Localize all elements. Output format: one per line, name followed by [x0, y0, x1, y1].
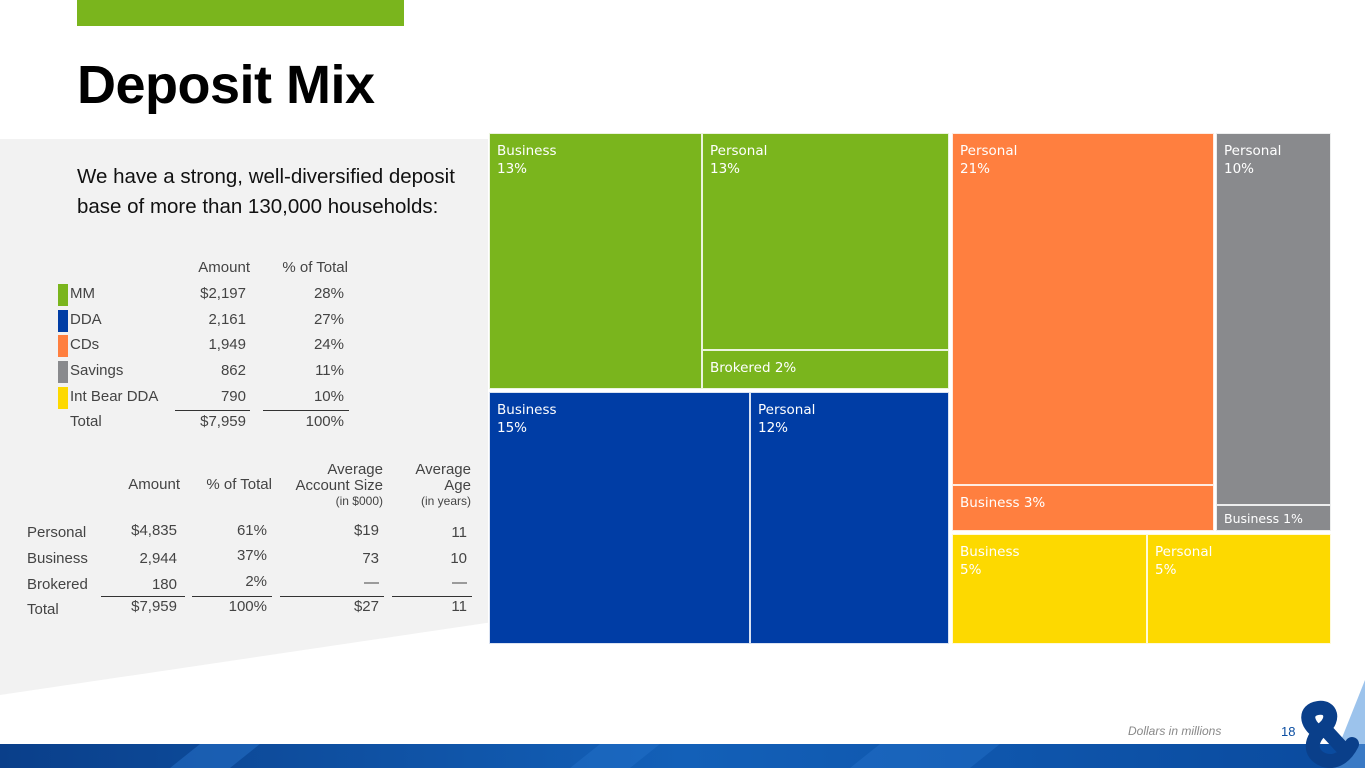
treemap-tile-label: Business 5%	[960, 544, 1020, 578]
total-rule	[392, 596, 472, 597]
product-total-amount: $7,959	[200, 413, 246, 430]
ampersand-logo-icon	[1301, 680, 1365, 768]
segment-label: Personal	[27, 524, 87, 541]
product-label: MM	[70, 285, 95, 302]
segment-total-label: Total	[27, 601, 59, 618]
segment-avg-age: 10	[450, 550, 467, 567]
treemap-tile-label: Personal 21%	[960, 143, 1018, 177]
product-label: DDA	[70, 311, 102, 328]
left-panel-background	[0, 139, 488, 695]
product-total-pct: 100%	[305, 413, 344, 430]
product-amount: $2,197	[200, 285, 246, 302]
page-number: 18	[1281, 724, 1296, 739]
segment-amount: $4,835	[131, 522, 177, 539]
product-pct: 10%	[313, 388, 344, 405]
segment-pct: 37%	[236, 547, 267, 564]
product-table-header-pct: % of Total	[282, 259, 348, 276]
segment-header-avg-size-unit: (in $000)	[335, 494, 383, 508]
treemap-tile-mm-brokered: Brokered 2%	[702, 350, 949, 389]
treemap-tile-label: Personal 5%	[1155, 544, 1213, 578]
product-label: Int Bear DDA	[70, 388, 159, 405]
product-pct: 28%	[313, 285, 344, 302]
total-rule	[175, 410, 250, 411]
product-amount: 862	[220, 362, 246, 379]
treemap-tile-label: Personal 12%	[758, 402, 816, 436]
swatch-mm	[58, 284, 68, 306]
treemap-tile-label: Business 3%	[960, 495, 1046, 511]
segment-avg-size: —	[364, 574, 379, 591]
treemap-tile-label: Business 15%	[497, 402, 557, 436]
segment-header-avg-age-unit: (in years)	[420, 494, 471, 508]
segment-pct: 2%	[245, 573, 267, 590]
segment-label: Business	[27, 550, 88, 567]
segment-total-pct: 100%	[228, 598, 267, 615]
segment-header-amount: Amount	[128, 476, 180, 493]
product-table-header-amount: Amount	[198, 259, 250, 276]
segment-header-avg-size: Account Size	[295, 477, 383, 494]
segment-label: Brokered	[27, 576, 88, 593]
footer-band	[0, 744, 1365, 768]
product-pct: 11%	[315, 362, 344, 379]
segment-amount: 180	[151, 576, 177, 593]
total-rule	[192, 596, 272, 597]
treemap-tile-dda-personal: Personal 12%	[750, 392, 949, 644]
product-label: CDs	[70, 336, 100, 353]
segment-pct: 61%	[236, 522, 267, 539]
segment-total-avg-size: $27	[353, 598, 379, 615]
product-amount: 2,161	[208, 311, 246, 328]
total-rule	[280, 596, 384, 597]
product-pct: 24%	[313, 336, 344, 353]
segment-avg-age: 11	[451, 524, 467, 541]
segment-header-avg-age: Average	[415, 461, 471, 478]
treemap-tile-label: Personal 10%	[1224, 143, 1282, 177]
segment-total-avg-age: 11	[451, 598, 467, 615]
accent-bar	[77, 0, 404, 26]
intro-text: We have a strong, well-diversified depos…	[77, 165, 455, 218]
total-rule	[263, 410, 349, 411]
treemap-tile-int-bear-dda-business: Business 5%	[952, 534, 1147, 644]
footnote: Dollars in millions	[1128, 724, 1222, 738]
product-pct: 27%	[313, 311, 344, 328]
swatch-dda	[58, 310, 68, 332]
product-amount: 1,949	[208, 336, 246, 353]
product-total-label: Total	[70, 413, 102, 430]
product-label: Savings	[70, 362, 124, 379]
segment-header-avg-age: Age	[444, 477, 471, 494]
swatch-cds	[58, 335, 68, 357]
treemap-tile-label: Personal 13%	[710, 143, 768, 177]
swatch-savings	[58, 361, 68, 383]
treemap-tile-label: Business 13%	[497, 143, 557, 177]
segment-header-avg-size: Average	[327, 461, 383, 478]
product-amount: 790	[220, 388, 246, 405]
total-rule	[101, 596, 185, 597]
treemap-tile-savings-business: Business 1%	[1216, 505, 1331, 531]
treemap-tile-int-bear-dda-personal: Personal 5%	[1147, 534, 1331, 644]
segment-avg-size: $19	[353, 522, 379, 539]
segment-total-amount: $7,959	[131, 598, 177, 615]
treemap-tile-cds-business: Business 3%	[952, 485, 1214, 531]
segment-header-pct: % of Total	[206, 476, 272, 493]
segment-avg-age: —	[452, 574, 467, 591]
treemap-tile-cds-personal: Personal 21%	[952, 133, 1214, 485]
treemap-tile-label: Business 1%	[1224, 511, 1303, 526]
segment-avg-size: 73	[362, 550, 379, 567]
page-title: Deposit Mix	[77, 55, 375, 115]
treemap-tile-mm-personal: Personal 13%	[702, 133, 949, 350]
treemap-tile-dda-business: Business 15%	[489, 392, 750, 644]
treemap-tile-mm-business: Business 13%	[489, 133, 702, 389]
segment-amount: 2,944	[139, 550, 177, 567]
treemap-tile-savings-personal: Personal 10%	[1216, 133, 1331, 505]
treemap-tile-label: Brokered 2%	[710, 360, 797, 376]
swatch-int-bear-dda	[58, 387, 68, 409]
